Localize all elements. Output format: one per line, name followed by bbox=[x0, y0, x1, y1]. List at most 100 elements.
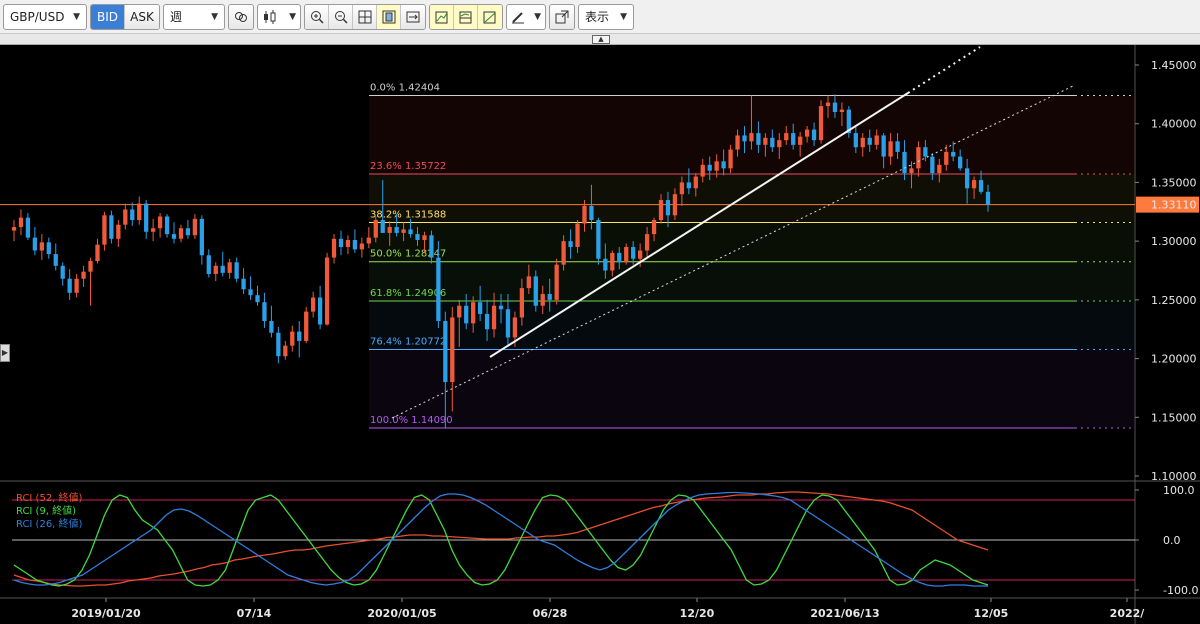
candle-body bbox=[317, 297, 323, 325]
candle-body bbox=[756, 133, 761, 145]
collapse-toolbar-icon[interactable]: ▲ bbox=[592, 35, 610, 44]
display-menu[interactable]: 表示 ▼ bbox=[578, 3, 634, 30]
candle-body bbox=[505, 309, 511, 338]
candle-body bbox=[137, 203, 142, 221]
candlestick-icon bbox=[264, 9, 276, 24]
trendline-solid bbox=[489, 92, 909, 358]
candle-body bbox=[311, 297, 316, 312]
expand-sidebar-icon[interactable]: ▶ bbox=[0, 344, 10, 362]
candle-body bbox=[39, 242, 44, 251]
candle-body bbox=[380, 220, 385, 233]
candle-body bbox=[178, 228, 184, 239]
candle-body bbox=[964, 168, 970, 189]
candle-body bbox=[422, 235, 427, 240]
candle-body bbox=[491, 305, 497, 330]
candle-body bbox=[95, 244, 100, 262]
price-pane bbox=[0, 45, 1200, 476]
zoom-out-icon[interactable] bbox=[329, 4, 353, 29]
rci-legend-entry: RCI (9, 終値) bbox=[16, 504, 76, 517]
candle-body bbox=[930, 156, 935, 174]
add-sub-chart-icon[interactable] bbox=[454, 4, 478, 29]
add-indicator-icon[interactable] bbox=[430, 4, 454, 29]
candle-body bbox=[206, 255, 211, 275]
candle-body bbox=[11, 227, 17, 231]
crosshair-icon[interactable] bbox=[353, 4, 377, 29]
fit-screen-icon[interactable] bbox=[377, 4, 401, 29]
candle-body bbox=[498, 305, 504, 310]
rci-series-line bbox=[13, 491, 989, 587]
candle-body bbox=[804, 129, 810, 137]
rci-legend-entry: RCI (52, 終値) bbox=[16, 491, 83, 504]
candle-body bbox=[631, 247, 636, 259]
candle-body bbox=[60, 265, 65, 279]
chart-toolbar: GBP/USD ▼ BID ASK 週 ▼ ▼ bbox=[0, 0, 1200, 34]
y-tick-label: 1.40000 bbox=[1151, 118, 1197, 131]
zoom-in-icon[interactable] bbox=[305, 4, 329, 29]
rci-series-line bbox=[13, 491, 988, 587]
candle-body bbox=[401, 229, 406, 233]
chart-type-select[interactable]: ▼ bbox=[257, 3, 301, 30]
date-label: 2022/ bbox=[1110, 607, 1146, 620]
candle-body bbox=[429, 235, 434, 258]
y-tick-label: 1.30000 bbox=[1151, 235, 1197, 248]
candle-body bbox=[276, 332, 281, 357]
panel-splitter[interactable]: ▲ bbox=[0, 34, 1200, 45]
fib-label: 23.6% 1.35722 bbox=[370, 161, 446, 172]
candle-body bbox=[554, 264, 559, 300]
date-label: 2019/01/20 bbox=[71, 607, 141, 620]
candle-body bbox=[735, 135, 740, 150]
candle-body bbox=[596, 220, 601, 259]
fib-band bbox=[369, 300, 1135, 350]
fib-label: 76.4% 1.20772 bbox=[370, 337, 446, 348]
chevron-down-icon: ▼ bbox=[620, 11, 627, 22]
candle-body bbox=[923, 147, 928, 157]
candle-body bbox=[227, 262, 232, 273]
candle-body bbox=[471, 302, 476, 324]
symbol-select[interactable]: GBP/USD ▼ bbox=[3, 3, 87, 30]
pen-tool-select[interactable]: ▼ bbox=[506, 3, 546, 30]
candle-body bbox=[679, 182, 685, 195]
candle-body bbox=[102, 215, 107, 245]
y-tick-label: 1.45000 bbox=[1151, 59, 1197, 72]
trendline-dotted bbox=[391, 84, 1076, 419]
candle-body bbox=[937, 164, 942, 174]
popout-window-icon[interactable] bbox=[550, 4, 574, 29]
trendline-tool-icon[interactable] bbox=[478, 4, 502, 29]
candle-body bbox=[213, 265, 218, 275]
candle-body bbox=[220, 265, 225, 273]
bid-button[interactable]: BID bbox=[91, 4, 125, 29]
candle-body bbox=[944, 151, 949, 165]
candle-body bbox=[234, 262, 239, 279]
fib-label: 38.2% 1.31588 bbox=[370, 209, 446, 220]
candle-body bbox=[171, 234, 177, 239]
date-label: 12/20 bbox=[680, 607, 715, 620]
chevron-down-icon: ▼ bbox=[534, 11, 541, 22]
candle-body bbox=[415, 234, 420, 240]
trendline-extension bbox=[907, 46, 981, 94]
compare-icon[interactable] bbox=[229, 4, 253, 29]
ask-button[interactable]: ASK bbox=[125, 4, 159, 29]
candle-body bbox=[269, 320, 274, 333]
candle-body bbox=[450, 317, 455, 383]
candle-body bbox=[526, 276, 531, 289]
candle-body bbox=[568, 241, 573, 248]
candle-body bbox=[373, 220, 378, 238]
candle-body bbox=[763, 137, 768, 145]
candle-body bbox=[749, 133, 754, 142]
candle-body bbox=[262, 302, 267, 321]
candle-body bbox=[958, 156, 963, 169]
period-label: 週 bbox=[170, 10, 183, 24]
candle-body bbox=[248, 289, 253, 296]
candle-body bbox=[811, 129, 817, 141]
candle-body bbox=[88, 261, 93, 272]
candle-body bbox=[651, 220, 657, 235]
candle-body bbox=[728, 149, 733, 169]
drawing-group bbox=[429, 3, 503, 30]
scroll-end-icon[interactable] bbox=[401, 4, 425, 29]
candle-body bbox=[895, 141, 900, 152]
candle-body bbox=[283, 345, 288, 357]
current-price-tag bbox=[1136, 196, 1199, 213]
candle-body bbox=[985, 191, 991, 205]
period-select[interactable]: 週 ▼ bbox=[163, 3, 225, 30]
